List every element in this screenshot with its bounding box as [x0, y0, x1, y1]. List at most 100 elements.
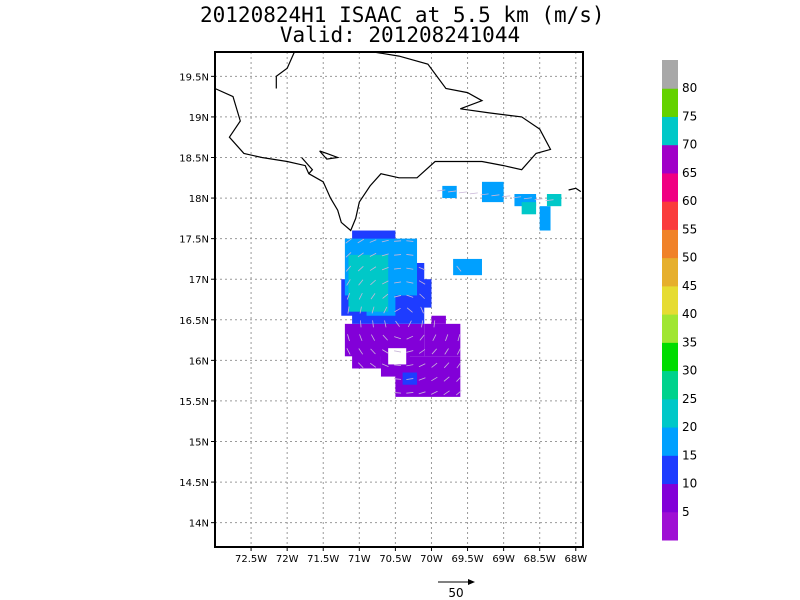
wind-vector [406, 350, 414, 353]
wind-vector [432, 334, 437, 341]
lon-tick-label: 68W [564, 554, 587, 565]
colorbar-swatch [662, 511, 678, 541]
wind-vector [456, 376, 462, 382]
lon-tick-label: 70.5W [379, 554, 411, 565]
lat-tick-label: 14N [189, 519, 209, 530]
wind-vector [502, 195, 511, 198]
wind-vector [394, 307, 401, 313]
colorbar-swatch [662, 229, 678, 259]
colorbar-swatch [662, 342, 678, 372]
lat-tick-label: 17N [189, 275, 209, 286]
wind-vector [406, 378, 414, 380]
wind-vector [358, 362, 364, 369]
coastline-segment [275, 52, 295, 89]
lat-tick-label: 16.5N [179, 316, 209, 327]
wind-vector [469, 192, 478, 195]
wind-cell [352, 352, 381, 369]
wind-vector [346, 292, 351, 300]
wind-vector [369, 362, 377, 368]
wind-speed-field [341, 181, 562, 397]
wind-vector [372, 320, 374, 328]
wind-vector [345, 265, 352, 272]
lon-tick-label: 70W [420, 554, 443, 565]
wind-vector [358, 348, 364, 355]
wind-vector [369, 266, 377, 271]
wind-vector [437, 189, 446, 192]
wind-vectors [345, 189, 554, 396]
colorbar-swatch [662, 60, 678, 89]
wind-vector [418, 280, 426, 285]
wind-vector [369, 252, 377, 257]
wind-cell [348, 254, 389, 312]
coastline-segment [568, 187, 582, 193]
colorbar-swatch [662, 88, 678, 117]
wind-cell [424, 323, 461, 357]
lat-tick-label: 14.5N [179, 478, 209, 489]
lon-tick-label: 68.5W [524, 554, 556, 565]
wind-vector [381, 363, 389, 367]
lat-tick-label: 15.5N [179, 397, 209, 408]
colorbar-label: 15 [682, 448, 697, 462]
wind-vector [545, 199, 554, 202]
wind-vector [431, 348, 437, 355]
wind-vector [419, 334, 425, 341]
wind-vector [357, 238, 364, 244]
wind-vector [407, 320, 412, 328]
wind-vector [443, 376, 450, 382]
wind-vector [456, 348, 461, 355]
wind-vector [421, 320, 424, 328]
wind-cell [521, 202, 537, 215]
wind-vector [534, 198, 543, 201]
wind-cell [402, 372, 418, 385]
colorbar-label: 65 [682, 166, 697, 180]
wind-vector [370, 279, 376, 286]
wind-vector [458, 191, 467, 194]
wind-vector [394, 350, 402, 353]
wind-vector [384, 320, 387, 328]
coastline-segment [319, 150, 341, 160]
wind-vector [371, 306, 375, 314]
colorbar-label: 20 [682, 420, 697, 434]
wind-vector [418, 349, 426, 354]
wind-vector [394, 364, 402, 367]
colorbar-swatch [662, 116, 678, 146]
wind-vector [346, 279, 351, 286]
map-valid-time: Valid: 201208241044 [279, 23, 521, 47]
wind-vector [394, 254, 402, 256]
colorbar-label: 10 [682, 477, 697, 491]
lat-tick-label: 16N [189, 356, 209, 367]
eye-gap [388, 348, 407, 365]
wind-vector [431, 390, 438, 395]
longitude-axis: 72.5W 72W 71.5W 71W 70.5W 70W 69.5W 69W 68.5W 68W [235, 547, 587, 565]
colorbar-swatch [662, 172, 678, 202]
wind-vector [406, 392, 414, 394]
wind-vector [394, 378, 402, 380]
wind-vector [371, 334, 376, 341]
colorbar-label: 70 [682, 138, 697, 152]
wind-cell [431, 315, 446, 324]
wind-vector [480, 193, 489, 196]
wind-vector [406, 335, 414, 340]
wind-vector [431, 362, 438, 368]
wind-vector [347, 334, 350, 342]
colorbar-swatch [662, 201, 678, 230]
plot-frame [214, 51, 584, 548]
wind-vector [357, 265, 364, 272]
colorbar-label: 40 [682, 307, 697, 321]
lon-tick-label: 69.5W [451, 554, 483, 565]
colorbar-swatch [662, 257, 678, 287]
coastline-segment [215, 52, 552, 232]
wind-vector [431, 376, 438, 382]
lat-tick-label: 19.5N [179, 72, 209, 83]
colorbar-label: 55 [682, 222, 697, 236]
colorbar-swatch [662, 398, 678, 428]
map-title: 20120824H1 ISAAC at 5.5 km (m/s) [200, 3, 605, 27]
wind-vector [513, 196, 522, 199]
lon-tick-label: 71W [348, 554, 371, 565]
wind-vector [394, 240, 402, 242]
colorbar-label: 80 [682, 81, 697, 95]
colorbar-label: 35 [682, 335, 697, 349]
wind-vector [445, 334, 449, 342]
coastline-segment [301, 157, 314, 175]
lat-tick-label: 15N [189, 438, 209, 449]
